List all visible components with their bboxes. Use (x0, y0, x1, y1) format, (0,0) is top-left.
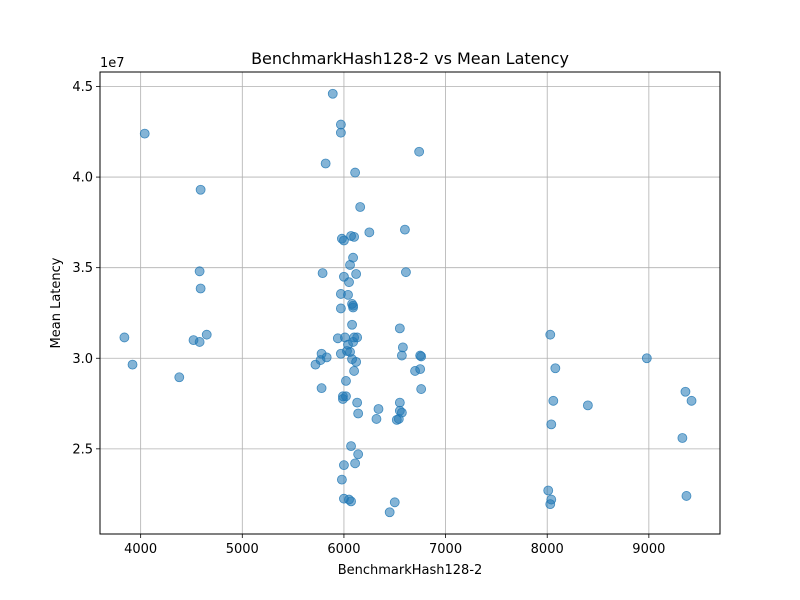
scatter-point (397, 342, 408, 353)
y-axis-ticks: 2.5 3.0 3.5 4.0 4.5 (72, 80, 100, 457)
scatter-point (686, 395, 697, 406)
scatter-point (641, 353, 652, 364)
scatter-point (415, 364, 426, 375)
scatter-point (346, 441, 356, 452)
scatter-point (680, 386, 691, 397)
scatter-point (337, 474, 347, 485)
scatter-point (546, 494, 557, 505)
scatter-point (548, 395, 559, 406)
scatter-point (371, 414, 382, 424)
x-tick-label: 5000 (226, 542, 259, 557)
x-axis-ticks: 4000 5000 6000 7000 8000 9000 (124, 534, 665, 557)
scatter-point (321, 352, 332, 363)
scatter-point (335, 127, 346, 138)
scatter-point (394, 397, 405, 408)
scatter-point (119, 332, 130, 343)
scatter-point (339, 460, 349, 471)
scatter-point (351, 356, 362, 367)
y-tick-label: 3.5 (72, 261, 93, 276)
scatter-point (347, 319, 357, 330)
scatter-point (139, 128, 150, 139)
scatter-point (349, 366, 359, 376)
scatter-point (194, 266, 205, 277)
plot-frame (99, 71, 721, 535)
scatter-point (344, 277, 354, 288)
scatter-point (373, 404, 384, 414)
chart-title: BenchmarkHash128-2 vs Mean Latency (251, 49, 569, 68)
y-axis-label: Mean Latency (49, 257, 64, 348)
scatter-point (546, 419, 557, 430)
y-tick-label: 2.5 (72, 442, 93, 457)
data-points (119, 88, 697, 518)
x-tick-label: 6000 (327, 542, 360, 557)
scatter-point (317, 268, 328, 279)
scatter-point (681, 491, 692, 501)
scatter-point (545, 329, 556, 340)
y-tick-label: 4.5 (72, 80, 93, 95)
x-tick-label: 9000 (632, 542, 665, 557)
scatter-point (355, 202, 366, 212)
scatter-point (543, 485, 554, 496)
scatter-point (389, 497, 400, 508)
scatter-point (550, 363, 561, 374)
scatter-point (348, 302, 358, 313)
scatter-point (350, 167, 361, 178)
scatter-point (416, 351, 427, 362)
scatter-point (348, 252, 358, 263)
scatter-point (384, 507, 395, 518)
scatter-point (352, 332, 363, 343)
y-tick-label: 4.0 (72, 171, 93, 186)
scatter-point (195, 283, 206, 294)
scatter-point (352, 397, 363, 408)
scatter-point (320, 158, 331, 169)
scatter-point (174, 372, 185, 383)
scatter-point (351, 269, 362, 279)
scatter-point (335, 303, 346, 314)
y-tick-label: 3.0 (72, 352, 93, 367)
scatter-point (194, 337, 205, 347)
x-tick-label: 7000 (429, 542, 462, 557)
scatter-point (416, 384, 427, 394)
scatter-point (341, 376, 351, 386)
grid-lines (100, 72, 720, 534)
scatter-point (195, 184, 206, 195)
scatter-point (401, 267, 411, 278)
scatter-point (335, 119, 346, 130)
scatter-point (346, 496, 356, 507)
scatter-point (341, 391, 351, 402)
scatter-point (400, 224, 410, 235)
scatter-point (364, 227, 375, 238)
scatter-point (582, 400, 593, 411)
x-tick-label: 8000 (531, 542, 564, 557)
scatter-point (677, 433, 688, 443)
scatter-point (396, 407, 407, 418)
x-tick-label: 4000 (124, 542, 157, 557)
scatter-point (327, 88, 338, 99)
scatter-point (201, 329, 212, 340)
scatter-point (127, 359, 138, 370)
scatter-point (353, 408, 364, 419)
scatter-point (350, 458, 361, 469)
scatter-point (394, 323, 405, 334)
scatter-point (316, 383, 327, 394)
scatter-point (396, 350, 407, 361)
scatter-point (414, 146, 425, 157)
scatter-point (343, 289, 353, 300)
y-axis-offset-label: 1e7 (100, 56, 125, 71)
x-axis-label: BenchmarkHash128-2 (338, 563, 483, 578)
scatter-point (339, 235, 349, 246)
scatter-point (349, 231, 359, 242)
scatter-point (353, 449, 364, 460)
